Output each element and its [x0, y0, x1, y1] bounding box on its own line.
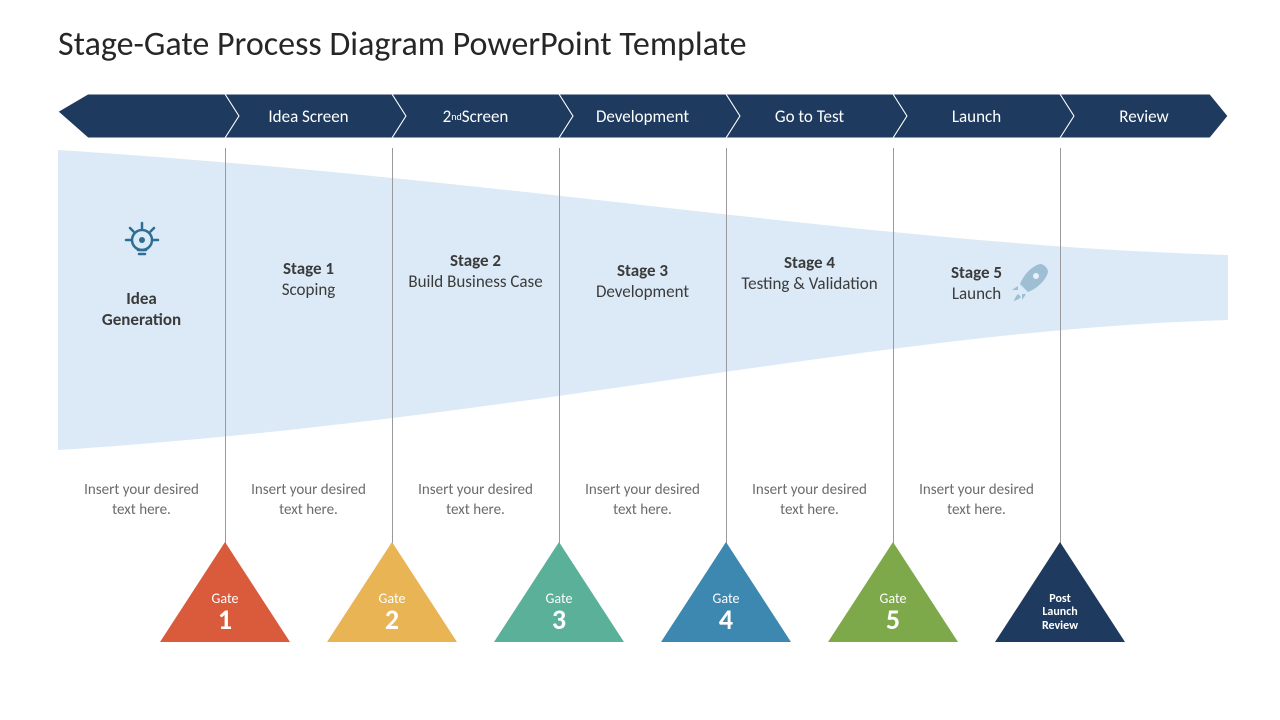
gate-triangle-2: Gate2	[327, 542, 457, 642]
chevron-segment-5: Launch	[893, 94, 1060, 138]
stage-label-4: Stage 4 Testing & Validation	[726, 252, 893, 294]
stage-label-1: Stage 1 Scoping	[225, 258, 392, 300]
stage-label-5: Stage 5 Launch	[893, 262, 1060, 304]
gate-label-5: Gate5	[828, 592, 958, 634]
placeholder-text-0: Insert your desired text here.	[58, 480, 225, 521]
placeholder-text-2: Insert your desired text here.	[392, 480, 559, 521]
gate-triangle-5: Gate5	[828, 542, 958, 642]
chevron-segment-1: Idea Screen	[225, 94, 392, 138]
stage-label-3: Stage 3 Development	[559, 260, 726, 302]
placeholder-text-4: Insert your desired text here.	[726, 480, 893, 521]
placeholder-text-1: Insert your desired text here.	[225, 480, 392, 521]
gate-label-2: Gate2	[327, 592, 457, 634]
columns-container: IdeaGeneration Insert your desired text h…	[58, 150, 1228, 670]
chevron-segment-3: Development	[559, 94, 726, 138]
chevron-segment-6: Review	[1060, 94, 1228, 138]
lightbulb-icon	[118, 218, 166, 266]
placeholder-text-5: Insert your desired text here.	[893, 480, 1060, 521]
idea-generation-label: IdeaGeneration	[58, 288, 225, 331]
chevron-segment-4: Go to Test	[726, 94, 893, 138]
chevron-bar: Idea Screen2nd ScreenDevelopmentGo to Te…	[58, 94, 1228, 138]
gate-triangle-3: Gate3	[494, 542, 624, 642]
gate-triangle-6: PostLaunchReview	[995, 542, 1125, 642]
gate-triangle-1: Gate1	[160, 542, 290, 642]
gate-triangle-4: Gate4	[661, 542, 791, 642]
gate-label-4: Gate4	[661, 592, 791, 634]
chevron-segment-2: 2nd Screen	[392, 94, 559, 138]
page-title: Stage-Gate Process Diagram PowerPoint Te…	[58, 24, 747, 65]
placeholder-text-3: Insert your desired text here.	[559, 480, 726, 521]
gate-label-1: Gate1	[160, 592, 290, 634]
stage-label-2: Stage 2 Build Business Case	[392, 250, 559, 292]
gate-label-6: PostLaunchReview	[995, 593, 1125, 634]
gate-label-3: Gate3	[494, 592, 624, 634]
chevron-segment-0	[58, 94, 225, 138]
